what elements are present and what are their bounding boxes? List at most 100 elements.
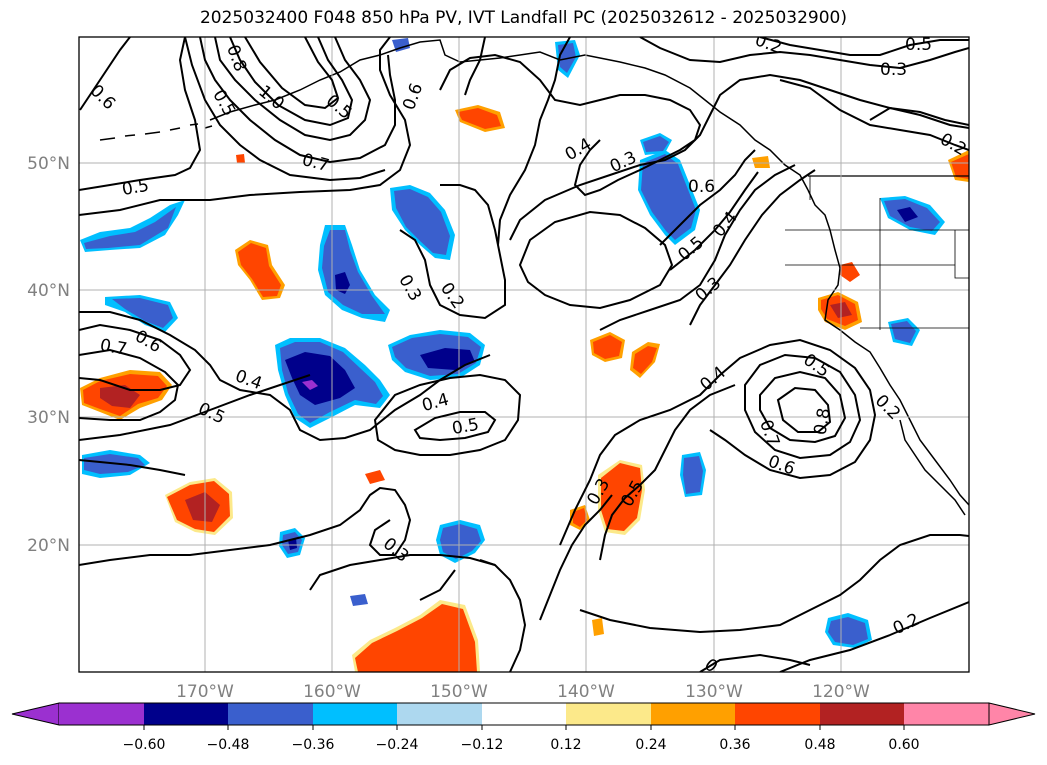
graticule (79, 37, 969, 672)
contour-line (439, 53, 702, 197)
positive-pv-blob (235, 240, 285, 300)
contour-line (79, 348, 180, 421)
lon-label: 170°W (176, 682, 234, 702)
colorbar-segment (820, 703, 904, 725)
contour-line (639, 37, 969, 70)
negative-pv-blob (825, 613, 872, 648)
contour-label: 0.6 (688, 177, 715, 197)
contour-line (79, 37, 202, 191)
positive-pv-blob (592, 618, 604, 636)
positive-pv-blob (80, 370, 172, 420)
colorbar-extend-high (988, 702, 1036, 726)
negative-pv-blob (80, 200, 185, 252)
positive-pv-blob (236, 154, 245, 163)
map-frame (78, 36, 970, 673)
colorbar-tick-label: −0.12 (461, 737, 504, 753)
contour-line (79, 486, 412, 566)
british-columbia-coastline (807, 189, 969, 506)
contour-label: 0.5 (905, 35, 932, 55)
colorbar-segment (59, 703, 144, 725)
colorbar-tick-labels: −0.60 −0.48 −0.36 −0.24 −0.12 0.12 0.24 … (123, 737, 920, 753)
positive-pv-blob (598, 460, 645, 535)
latitude-labels: 50°N 40°N 30°N 20°N (27, 154, 70, 556)
positive-pv-blob (365, 470, 385, 484)
negative-pv-blob (888, 318, 920, 346)
contour-line (579, 534, 969, 634)
contour-line (184, 37, 386, 182)
map-title: 2025032400 F048 850 hPa PV, IVT Landfall… (199, 8, 847, 28)
colorbar-tick-label: −0.36 (292, 737, 335, 753)
contour-line (659, 149, 756, 246)
contour-label: 0.8 (810, 406, 834, 436)
colorbar-tick-label: 0.24 (635, 737, 666, 753)
alaska-coastline (209, 39, 809, 191)
contour-line (413, 411, 497, 442)
negative-pv-blob (390, 185, 455, 260)
lat-label: 20°N (27, 536, 70, 556)
contour-line (214, 37, 372, 142)
contour-line (79, 37, 131, 111)
aleutian-islands (99, 123, 213, 141)
colorbar-tick-label: 0.48 (804, 737, 835, 753)
contour-line (744, 353, 862, 460)
lat-label: 30°N (27, 408, 70, 428)
negative-pv-blob (640, 133, 672, 155)
colorbar-segment (566, 703, 651, 725)
lon-label: 120°W (812, 682, 870, 702)
contour-line (539, 494, 613, 621)
lon-label: 140°W (557, 682, 615, 702)
colorbar-outline (59, 702, 989, 726)
positive-pv-blob (752, 156, 770, 168)
map-content: 0.6 0.8 0.5 1.0 0.6 0.7 0.5 0.4 0.3 0.6 … (79, 35, 969, 672)
contour-line (229, 37, 354, 127)
colorbar-segment (397, 703, 482, 725)
negative-pv-blob (680, 452, 706, 497)
contour-line (776, 386, 832, 433)
contour-line (373, 373, 522, 456)
colorbar-tick-label: −0.24 (376, 737, 419, 753)
contour-line (689, 169, 816, 326)
contour-line (79, 374, 311, 441)
contour-line (419, 569, 456, 601)
coastline-layer (99, 39, 969, 516)
contour-line (779, 79, 969, 151)
contour-line (244, 37, 340, 110)
colorbar-tick-marks (143, 725, 905, 730)
contour-line (309, 554, 496, 591)
lat-label: 40°N (27, 281, 70, 301)
ivt-contours (79, 37, 969, 672)
colorbar-segment (144, 703, 228, 725)
contour-line (599, 164, 796, 331)
positive-pv-blob (455, 105, 505, 132)
contour-line (559, 338, 877, 546)
contour-line (518, 210, 674, 310)
colorbar-segment (482, 703, 566, 725)
map-background (79, 37, 969, 672)
contour-label: 0.5 (450, 415, 480, 439)
contour-line (464, 37, 486, 96)
contour-line (759, 370, 847, 444)
lon-label: 150°W (430, 682, 488, 702)
positive-pv-blob (352, 600, 480, 672)
lat-label: 50°N (27, 154, 70, 174)
negative-pv-blob (105, 295, 178, 332)
contour-line (669, 171, 759, 271)
contour-line (79, 459, 186, 476)
positive-pv-blob (630, 342, 660, 378)
negative-pv-blob (318, 225, 390, 322)
positive-pv-blob (590, 332, 625, 362)
contour-line (699, 653, 811, 672)
contour-line (509, 73, 969, 241)
positive-pv-blob (840, 262, 860, 282)
negative-pv-blob (350, 594, 368, 606)
colorbar-segment (735, 703, 820, 725)
contour-label: 0.7 (98, 335, 128, 359)
contour-line (779, 601, 969, 672)
contour-line (79, 37, 412, 216)
contour-line (199, 37, 396, 164)
colorbar-segment (313, 703, 397, 725)
positive-pv-blob (165, 478, 233, 535)
contour-label: 0.5 (120, 176, 150, 200)
lon-label: 130°W (685, 682, 743, 702)
